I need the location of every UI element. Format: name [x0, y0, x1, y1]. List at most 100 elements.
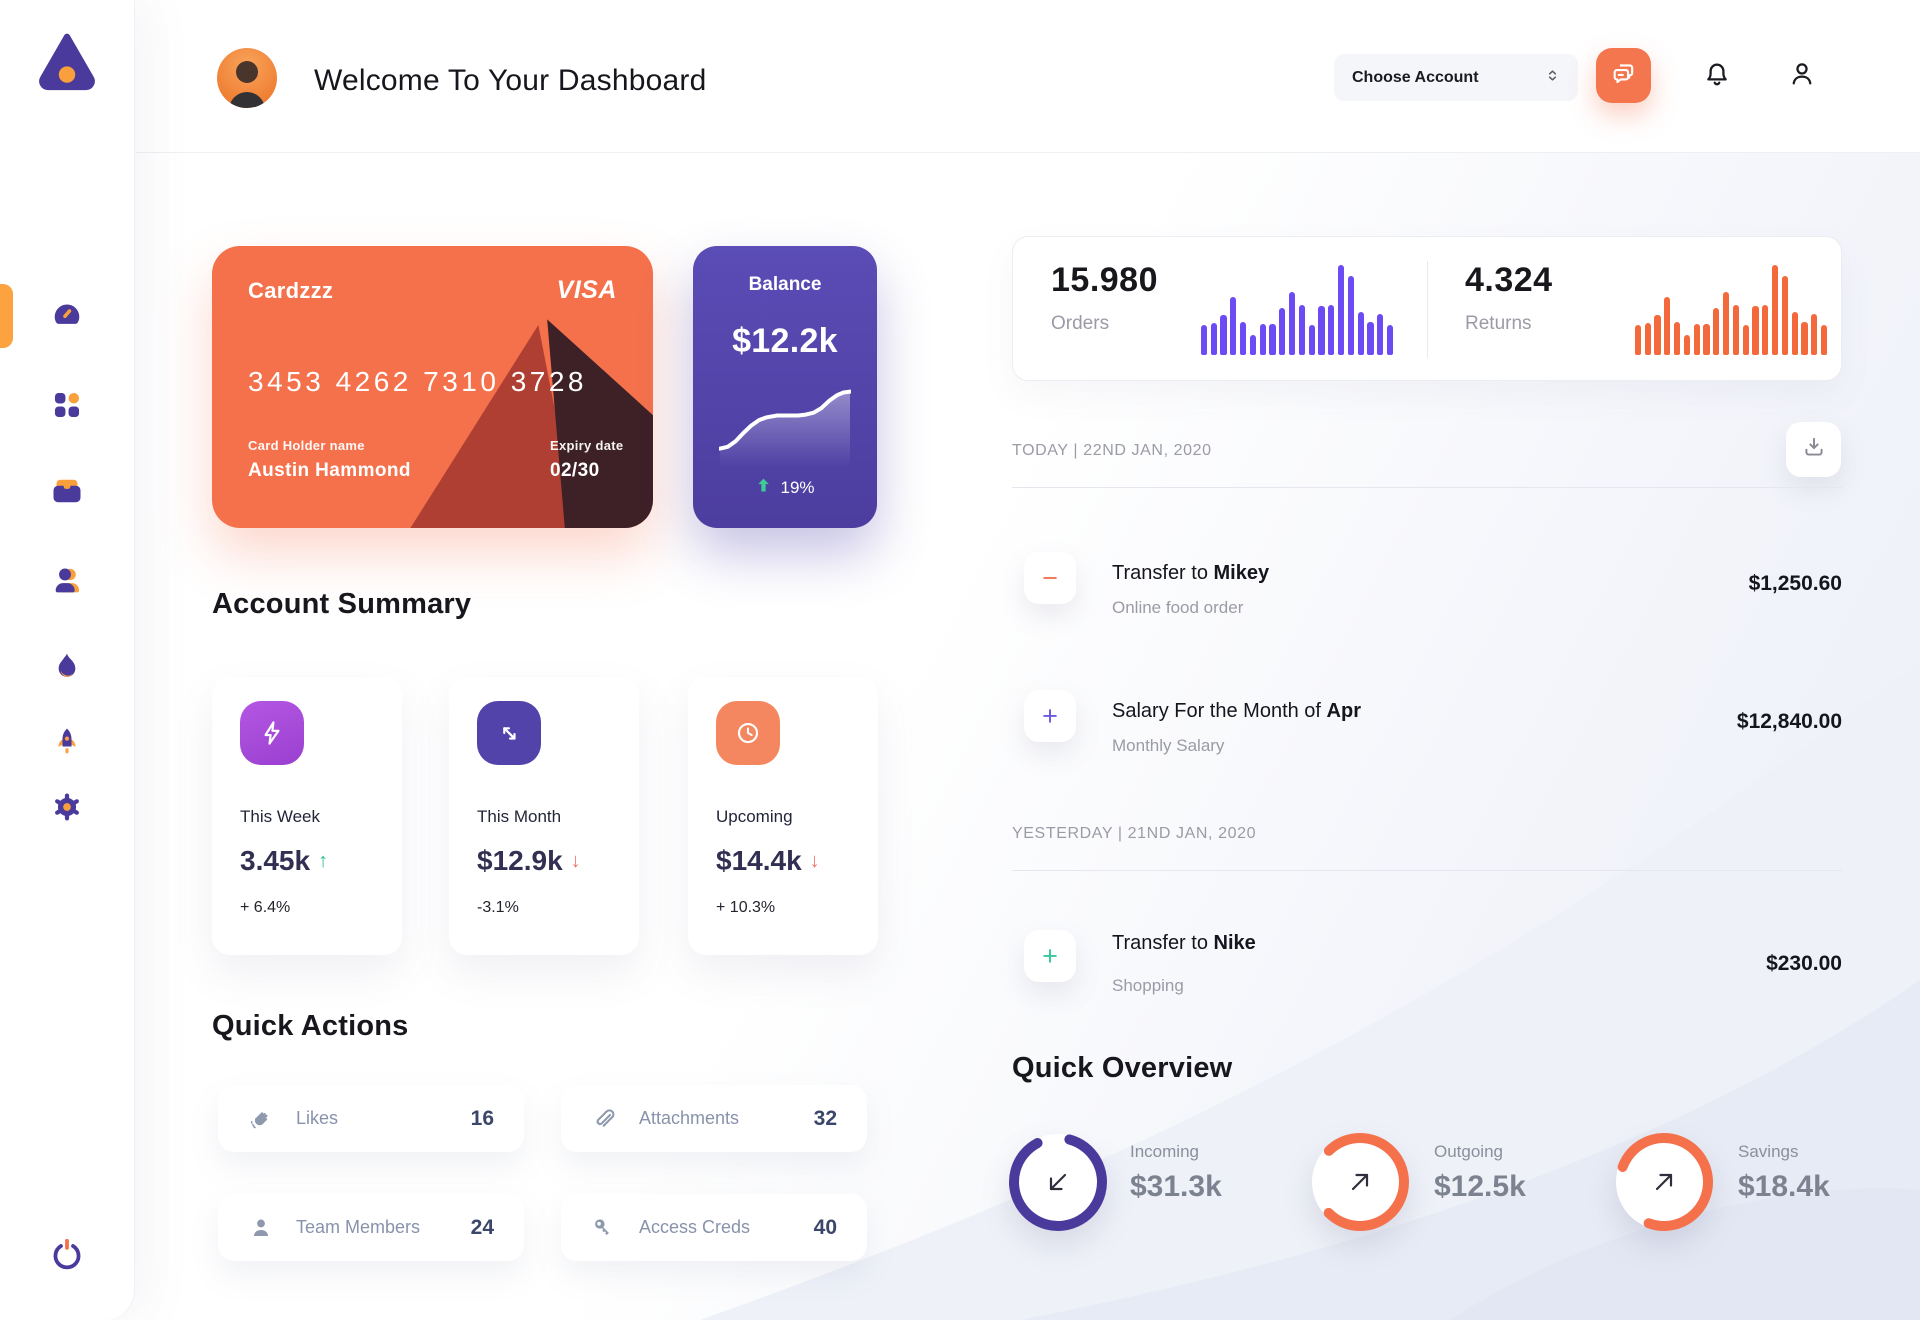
transaction-row-salary[interactable]: + Salary For the Month of Apr Monthly Sa… — [1012, 686, 1842, 778]
sidebar-item-launch[interactable] — [46, 723, 88, 765]
profile-button[interactable] — [1784, 58, 1820, 94]
quick-actions-title: Quick Actions — [212, 1010, 409, 1042]
credit-card: Cardzzz VISA 3453 4262 7310 3728 Card Ho… — [212, 246, 653, 528]
users-icon — [50, 564, 84, 603]
returns-label: Returns — [1465, 313, 1532, 334]
swap-arrows-icon — [477, 701, 541, 765]
download-button[interactable] — [1786, 422, 1841, 477]
summary-card-this-week: This Week 3.45k ↑ + 6.4% — [212, 677, 402, 955]
sidebar-item-dashboard[interactable] — [46, 296, 88, 338]
gear-icon — [50, 790, 84, 829]
incoming-ring-chart — [1009, 1133, 1107, 1231]
quick-action-count: 24 — [470, 1215, 494, 1239]
card-expiry-date: 02/30 — [550, 460, 600, 481]
quick-action-label: Team Members — [296, 1217, 421, 1237]
transaction-subtitle: Shopping — [1112, 976, 1184, 995]
divider — [1012, 487, 1842, 488]
plus-icon: + — [1024, 930, 1076, 982]
power-icon — [48, 1238, 86, 1278]
outgoing-ring-chart — [1311, 1133, 1409, 1231]
rocket-icon — [50, 725, 84, 764]
arrow-up-icon — [755, 477, 772, 499]
balance-card: Balance $12.2k 19% — [693, 246, 877, 528]
speedometer-icon — [49, 297, 85, 338]
incoming-value: $31.3k — [1130, 1170, 1222, 1203]
summary-value: 3.45k ↑ — [240, 845, 329, 876]
sidebar-item-work[interactable] — [46, 472, 88, 514]
quick-action-team-members[interactable]: Team Members 24 — [218, 1194, 524, 1261]
sidebar-active-indicator — [0, 284, 13, 348]
savings-label: Savings — [1738, 1142, 1799, 1161]
summary-label: This Month — [477, 807, 562, 826]
transaction-title: Transfer to Nike — [1112, 932, 1256, 954]
summary-card-this-month: This Month $12.9k ↓ -3.1% — [449, 677, 639, 955]
outgoing-label: Outgoing — [1434, 1142, 1503, 1161]
sidebar-item-trending[interactable] — [46, 648, 88, 690]
chat-button[interactable] — [1596, 48, 1651, 103]
summary-card-upcoming: Upcoming $14.4k ↓ + 10.3% — [688, 677, 878, 955]
notifications-button[interactable] — [1699, 58, 1735, 94]
summary-label: Upcoming — [716, 807, 793, 826]
quick-action-likes[interactable]: Likes 16 — [218, 1085, 524, 1152]
grid-icon — [50, 388, 84, 427]
divider — [1427, 261, 1428, 358]
topbar: Welcome To Your Dashboard Choose Account — [136, 0, 1920, 153]
trend-up-icon: ↑ — [318, 849, 329, 872]
lightning-icon — [240, 701, 304, 765]
plus-icon: + — [1024, 690, 1076, 742]
card-number: 3453 4262 7310 3728 — [248, 366, 587, 397]
quick-action-access-creds[interactable]: Access Creds 40 — [561, 1194, 867, 1261]
sidebar-item-members[interactable] — [46, 562, 88, 604]
minus-icon: − — [1024, 552, 1076, 604]
quick-overview-title: Quick Overview — [1012, 1052, 1233, 1084]
bell-icon — [1701, 58, 1733, 95]
sidebar-item-logout[interactable] — [48, 1236, 86, 1274]
flame-icon — [50, 650, 84, 689]
orders-returns-card: 15.980 Orders 4.324 Returns — [1012, 236, 1842, 381]
user-avatar — [217, 48, 277, 108]
transaction-amount: $230.00 — [1766, 952, 1842, 975]
summary-label: This Week — [240, 807, 320, 826]
trend-down-icon: ↓ — [809, 849, 820, 872]
sidebar-item-apps[interactable] — [46, 386, 88, 428]
balance-amount: $12.2k — [732, 322, 838, 360]
balance-trend-chart — [719, 389, 851, 467]
card-holder-label: Card Holder name — [248, 438, 365, 453]
quick-action-label: Access Creds — [639, 1217, 751, 1237]
balance-title: Balance — [748, 274, 822, 295]
card-expiry-label: Expiry date — [550, 438, 624, 453]
incoming-label: Incoming — [1130, 1142, 1199, 1161]
transaction-row-nike[interactable]: + Transfer to Nike Shopping $230.00 — [1012, 922, 1842, 1014]
transaction-amount: $12,840.00 — [1736, 710, 1842, 733]
card-holder-name: Austin Hammond — [248, 460, 411, 481]
savings-value: $18.4k — [1738, 1170, 1830, 1203]
summary-percent: -3.1% — [477, 899, 519, 916]
orders-sparkline-chart — [1199, 265, 1395, 355]
outgoing-value: $12.5k — [1434, 1170, 1526, 1203]
divider — [1012, 870, 1842, 871]
sidebar-item-settings[interactable] — [46, 788, 88, 830]
transaction-row-mikey[interactable]: − Transfer to Mikey Online food order $1… — [1012, 548, 1842, 640]
transactions-date-yesterday: YESTERDAY | 21ND JAN, 2020 — [1012, 825, 1257, 842]
transaction-subtitle: Monthly Salary — [1112, 736, 1225, 755]
download-icon — [1801, 434, 1827, 465]
page-title: Welcome To Your Dashboard — [314, 64, 707, 97]
summary-value: $14.4k ↓ — [716, 845, 820, 876]
account-select-value: Choose Account — [1352, 68, 1479, 86]
quick-action-count: 16 — [470, 1106, 494, 1130]
quick-action-count: 40 — [813, 1215, 837, 1239]
orders-label: Orders — [1051, 313, 1110, 334]
user-icon — [1786, 58, 1818, 95]
returns-value: 4.324 — [1465, 261, 1553, 299]
account-summary-title: Account Summary — [212, 588, 472, 620]
card-name: Cardzzz — [248, 278, 334, 303]
account-select[interactable]: Choose Account — [1334, 54, 1578, 101]
quick-action-attachments[interactable]: Attachments 32 — [561, 1085, 867, 1152]
quick-action-label: Likes — [296, 1108, 339, 1128]
returns-sparkline-chart — [1633, 265, 1829, 355]
sidebar — [0, 0, 135, 1320]
app-logo[interactable] — [33, 28, 101, 96]
quick-action-count: 32 — [813, 1106, 837, 1130]
